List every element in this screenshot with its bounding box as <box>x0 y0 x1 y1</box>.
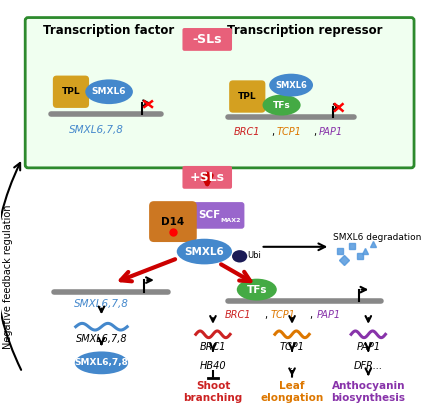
Text: DFR...: DFR... <box>353 361 382 371</box>
Text: SMXL6: SMXL6 <box>275 81 306 90</box>
Text: Negative feedback regulation: Negative feedback regulation <box>3 205 13 350</box>
Text: Transcription factor: Transcription factor <box>42 24 173 37</box>
Text: SMXL6: SMXL6 <box>184 247 224 256</box>
Text: TFs: TFs <box>246 285 266 294</box>
Text: SMXL6 degradation: SMXL6 degradation <box>332 234 420 243</box>
Text: MAX2: MAX2 <box>220 218 240 223</box>
Ellipse shape <box>74 352 128 374</box>
FancyBboxPatch shape <box>25 17 413 168</box>
FancyBboxPatch shape <box>149 201 196 242</box>
Text: SMXL6,7,8: SMXL6,7,8 <box>74 299 129 309</box>
Text: Ubi: Ubi <box>247 251 261 260</box>
FancyBboxPatch shape <box>229 80 265 113</box>
Text: SMXL6: SMXL6 <box>92 87 126 96</box>
Text: SMXL6,7,8: SMXL6,7,8 <box>75 334 127 344</box>
Text: ,: , <box>271 127 274 137</box>
Text: PAP1: PAP1 <box>316 309 340 320</box>
Ellipse shape <box>262 95 300 115</box>
Text: BRC1: BRC1 <box>199 342 226 352</box>
Ellipse shape <box>85 79 133 104</box>
Ellipse shape <box>236 279 276 301</box>
Ellipse shape <box>232 250 247 262</box>
Text: TFs: TFs <box>272 100 290 110</box>
FancyBboxPatch shape <box>53 76 89 108</box>
Text: Leaf
elongation: Leaf elongation <box>260 381 323 403</box>
Text: -SLs: -SLs <box>192 33 222 46</box>
Text: HB40: HB40 <box>199 361 226 371</box>
Text: Transcription repressor: Transcription repressor <box>226 24 381 37</box>
FancyArrowPatch shape <box>0 163 21 370</box>
Text: TCP1: TCP1 <box>276 127 301 137</box>
Text: TPL: TPL <box>237 92 256 101</box>
Text: SCF: SCF <box>198 211 220 220</box>
Text: TPL: TPL <box>61 87 80 96</box>
FancyBboxPatch shape <box>182 166 232 189</box>
Text: BRC1: BRC1 <box>224 309 251 320</box>
Text: BRC1: BRC1 <box>233 127 260 137</box>
Text: PAP1: PAP1 <box>318 127 343 137</box>
Text: PAP1: PAP1 <box>355 342 379 352</box>
Text: Anthocyanin
biosynthesis: Anthocyanin biosynthesis <box>331 381 404 403</box>
Text: ...: ... <box>287 361 296 371</box>
Text: +SLs: +SLs <box>189 171 224 184</box>
Text: D14: D14 <box>161 217 184 227</box>
Ellipse shape <box>177 239 232 264</box>
Text: TCP1: TCP1 <box>279 342 304 352</box>
Text: ,: , <box>309 309 312 320</box>
Text: SMXL6,7,8: SMXL6,7,8 <box>74 358 128 367</box>
Text: Shoot
branching: Shoot branching <box>183 381 242 403</box>
FancyBboxPatch shape <box>186 202 244 229</box>
Text: SMXL6,7,8: SMXL6,7,8 <box>69 125 124 135</box>
Text: ,: , <box>263 309 266 320</box>
FancyBboxPatch shape <box>182 28 232 51</box>
Text: ,: , <box>313 127 316 137</box>
Text: TCP1: TCP1 <box>270 309 295 320</box>
Ellipse shape <box>268 74 312 96</box>
